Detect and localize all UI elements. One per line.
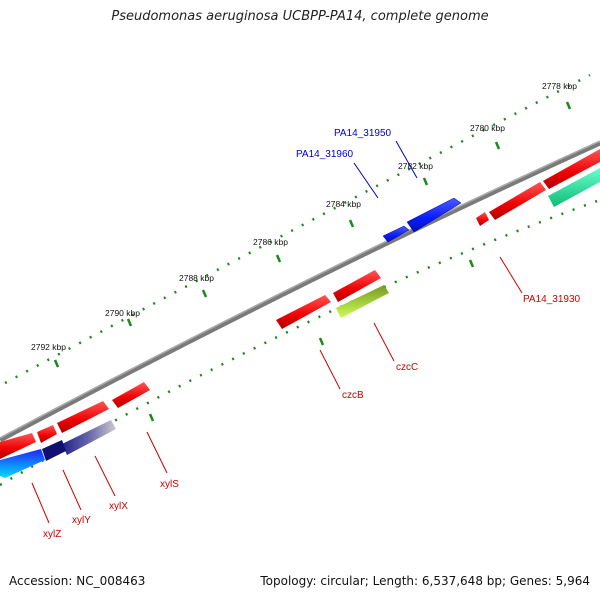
gene-label-xylY: xylY [72, 515, 91, 526]
leader-line [395, 140, 418, 179]
gene-red-left-4[interactable] [0, 433, 36, 459]
gene-xylY[interactable] [42, 440, 66, 461]
gene-red-right-1[interactable] [476, 212, 489, 226]
leader-line [319, 349, 341, 390]
leader-line [31, 482, 50, 524]
scale-label: 2788 kbp [179, 273, 214, 283]
scale-label: 2784 kbp [326, 199, 361, 209]
genome-summary: Topology: circular; Length: 6,537,648 bp… [260, 574, 590, 588]
scale-label: 2786 kbp [253, 237, 288, 247]
gene-red-right-3[interactable] [543, 149, 600, 189]
gene-czcB[interactable] [276, 295, 331, 329]
scale-label: 2782 kbp [398, 161, 433, 171]
gene-label-PA14_31960: PA14_31960 [296, 149, 354, 160]
scale-label: 2792 kbp [31, 342, 66, 352]
gene-red-left-2[interactable] [57, 401, 109, 433]
scale-tick-arc-outer [4, 73, 591, 385]
gene-PA14_31960[interactable] [382, 225, 410, 243]
gene-label-czcC: czcC [396, 362, 418, 373]
major-ticks [53, 101, 572, 422]
scale-label: 2780 kbp [470, 123, 505, 133]
gene-teal-right[interactable] [548, 168, 600, 207]
gene-label-czcB: czcB [342, 390, 364, 401]
leader-line [499, 256, 523, 294]
gene-PA14_31950[interactable] [406, 197, 462, 233]
gene-label-PA14_31930: PA14_31930 [523, 294, 581, 305]
leader-line [373, 322, 395, 362]
scale-label: 2790 kbp [105, 308, 140, 318]
gene-PA14_31930[interactable] [489, 182, 546, 220]
gene-czcC[interactable] [336, 285, 389, 318]
genome-backbone [0, 140, 600, 443]
gene-label-xylX: xylX [109, 501, 128, 512]
leader-line [146, 431, 168, 474]
accession-label: Accession: NC_008463 [9, 574, 146, 588]
gene-czcC-red[interactable] [333, 270, 381, 302]
gene-label-xylZ: xylZ [43, 529, 61, 540]
map-title: Pseudomonas aeruginosa UCBPP-PA14, compl… [111, 9, 489, 24]
leader-line [62, 469, 82, 511]
gene-label-PA14_31950: PA14_31950 [334, 128, 392, 139]
scale-label: 2778 kbp [542, 81, 577, 91]
gene-xylZ[interactable] [0, 449, 45, 478]
gene-red-left-3[interactable] [37, 425, 57, 443]
gene-xylX[interactable] [62, 420, 116, 455]
gene-xylS[interactable] [112, 382, 150, 408]
gene-label-xylS: xylS [160, 479, 179, 490]
leader-line [94, 455, 116, 497]
leader-line [353, 162, 379, 199]
